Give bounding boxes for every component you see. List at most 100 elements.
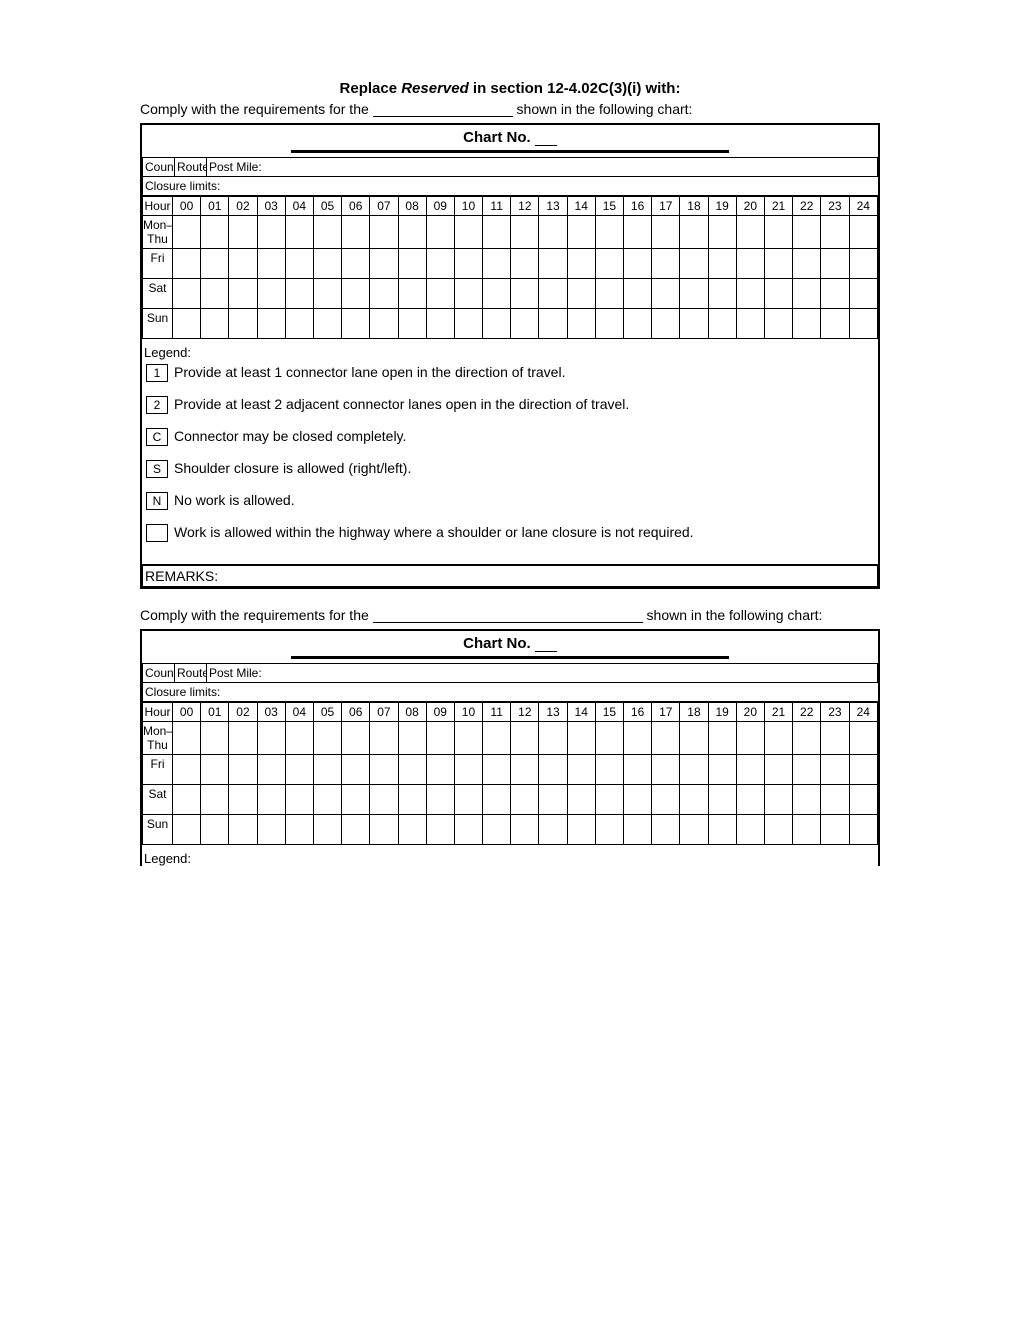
- grid-cell: [483, 279, 511, 309]
- grid-cell: [764, 785, 792, 815]
- grid-cell: [511, 309, 539, 339]
- grid-cell: [201, 249, 229, 279]
- grid-cell: [793, 815, 821, 845]
- grid-cell: [370, 309, 398, 339]
- comply-line-2: Comply with the requirements for the sho…: [140, 607, 880, 623]
- grid-cell: [398, 785, 426, 815]
- grid-cell: [821, 785, 849, 815]
- grid-cell: [342, 216, 370, 249]
- replace-heading: Replace Reserved in section 12-4.02C(3)(…: [140, 80, 880, 97]
- day-label: Mon–Thu: [143, 722, 173, 755]
- grid-cell: [793, 249, 821, 279]
- hour-07: 07: [370, 703, 398, 722]
- grid-cell: [567, 216, 595, 249]
- legend-item: Work is allowed within the highway where…: [146, 524, 876, 542]
- grid-cell: [624, 249, 652, 279]
- grid-cell: [793, 216, 821, 249]
- chart1-row-mon-thu: Mon–Thu: [143, 216, 878, 249]
- grid-cell: [201, 309, 229, 339]
- grid-cell: [398, 755, 426, 785]
- legend-text: Work is allowed within the highway where…: [174, 524, 694, 540]
- day-label: Sun: [143, 815, 173, 845]
- grid-cell: [680, 279, 708, 309]
- legend-code: N: [146, 492, 168, 510]
- grid-cell: [849, 279, 878, 309]
- grid-cell: [680, 815, 708, 845]
- grid-cell: [849, 309, 878, 339]
- grid-cell: [370, 216, 398, 249]
- grid-cell: [285, 309, 313, 339]
- grid-cell: [764, 755, 792, 785]
- grid-cell: [342, 722, 370, 755]
- grid-cell: [595, 755, 623, 785]
- day-label: Sat: [143, 279, 173, 309]
- chart1-rule: [291, 150, 729, 153]
- hour-19: 19: [708, 197, 736, 216]
- grid-cell: [624, 755, 652, 785]
- day-label: Fri: [143, 755, 173, 785]
- hour-08: 08: [398, 197, 426, 216]
- grid-cell: [201, 815, 229, 845]
- grid-cell: [708, 279, 736, 309]
- hour-19: 19: [708, 703, 736, 722]
- legend-text: Shoulder closure is allowed (right/left)…: [174, 460, 411, 476]
- grid-cell: [483, 249, 511, 279]
- grid-cell: [793, 785, 821, 815]
- info-county: County:: [143, 158, 175, 177]
- hour-13: 13: [539, 197, 567, 216]
- grid-cell: [313, 722, 341, 755]
- chart1-hours-row: Hour000102030405060708091011121314151617…: [143, 197, 878, 216]
- grid-cell: [764, 216, 792, 249]
- grid-cell: [764, 722, 792, 755]
- grid-cell: [257, 309, 285, 339]
- grid-cell: [313, 279, 341, 309]
- grid-cell: [680, 309, 708, 339]
- legend-item: 2Provide at least 2 adjacent connector l…: [146, 396, 876, 414]
- hour-16: 16: [624, 197, 652, 216]
- legend-item: CConnector may be closed completely.: [146, 428, 876, 446]
- grid-cell: [539, 785, 567, 815]
- grid-cell: [736, 722, 764, 755]
- grid-cell: [285, 755, 313, 785]
- grid-cell: [821, 249, 849, 279]
- comply1-after: shown in the following chart:: [513, 101, 693, 117]
- chart2-blank: [535, 651, 557, 652]
- grid-cell: [736, 815, 764, 845]
- legend-text: Connector may be closed completely.: [174, 428, 406, 444]
- grid-cell: [624, 722, 652, 755]
- grid-cell: [201, 216, 229, 249]
- info-postmile: Post Mile:: [207, 158, 878, 177]
- grid-cell: [539, 216, 567, 249]
- grid-cell: [567, 309, 595, 339]
- grid-cell: [595, 785, 623, 815]
- comply1-before: Comply with the requirements for the: [140, 101, 373, 117]
- grid-cell: [567, 279, 595, 309]
- grid-cell: [708, 785, 736, 815]
- chart1-label: Chart No.: [463, 129, 535, 146]
- grid-cell: [624, 216, 652, 249]
- grid-cell: [285, 249, 313, 279]
- grid-cell: [539, 279, 567, 309]
- grid-cell: [398, 216, 426, 249]
- hour-05: 05: [313, 197, 341, 216]
- grid-cell: [285, 722, 313, 755]
- hour-02: 02: [229, 197, 257, 216]
- chart-1: Chart No. County: Route/Direction: Post …: [140, 123, 880, 589]
- grid-cell: [313, 216, 341, 249]
- grid-cell: [595, 249, 623, 279]
- hour-02: 02: [229, 703, 257, 722]
- grid-cell: [201, 755, 229, 785]
- grid-cell: [624, 309, 652, 339]
- grid-cell: [764, 815, 792, 845]
- grid-cell: [849, 815, 878, 845]
- grid-cell: [793, 755, 821, 785]
- comply1-blank: [373, 116, 513, 117]
- hours-header-label: Hour: [143, 197, 173, 216]
- chart1-row-sat: Sat: [143, 279, 878, 309]
- grid-cell: [257, 755, 285, 785]
- grid-cell: [454, 785, 482, 815]
- grid-cell: [426, 279, 454, 309]
- hour-09: 09: [426, 703, 454, 722]
- grid-cell: [229, 815, 257, 845]
- grid-cell: [426, 249, 454, 279]
